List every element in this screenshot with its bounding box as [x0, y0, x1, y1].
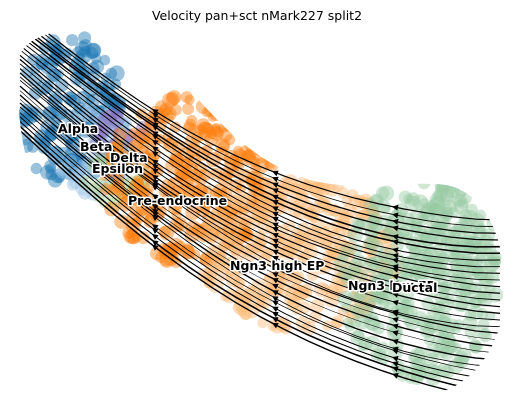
cell-point	[259, 140, 270, 151]
cell-point	[490, 256, 502, 268]
cell-point	[175, 165, 189, 179]
cell-point	[182, 103, 194, 115]
cell-point	[198, 122, 214, 138]
cell-point	[244, 132, 259, 147]
cell-point	[320, 178, 331, 189]
cell-point	[109, 65, 125, 81]
cell-point	[204, 105, 216, 117]
cell-point	[28, 73, 42, 87]
chart-title: Velocity pan+sct nMark227 split2	[152, 8, 362, 23]
cell-point	[167, 90, 182, 105]
cell-point	[170, 104, 182, 116]
cell-point	[220, 100, 236, 116]
cell-point	[250, 133, 263, 146]
cell-point	[471, 183, 487, 199]
cell-point	[220, 100, 231, 111]
cell-point	[79, 176, 93, 190]
cell-point	[242, 149, 256, 163]
cell-point	[230, 122, 243, 135]
cell-point	[239, 114, 249, 124]
streamline-arrowhead	[152, 228, 159, 234]
cell-point	[454, 356, 465, 367]
cell-point	[476, 252, 486, 262]
cell-point	[263, 156, 276, 169]
cell-point	[370, 194, 384, 208]
cell-point	[451, 184, 467, 200]
cell-point	[113, 127, 127, 141]
cell-point	[259, 146, 272, 159]
cluster-label: Alpha	[58, 121, 98, 136]
cluster-label: Ngn3 high EP	[230, 258, 324, 273]
cell-point	[213, 106, 224, 117]
cell-point	[442, 200, 457, 215]
cell-point	[212, 100, 225, 113]
cell-point	[463, 178, 474, 189]
cell-point	[477, 189, 491, 203]
cell-point	[56, 165, 70, 179]
cell-point	[418, 177, 431, 190]
cell-point	[216, 98, 227, 109]
cell-points	[12, 31, 503, 385]
cell-point	[79, 39, 92, 52]
cell-point	[66, 34, 78, 46]
cell-point	[224, 134, 235, 145]
cluster-label: Ductal	[392, 280, 437, 295]
cluster-label: Beta	[80, 139, 112, 154]
cell-point	[45, 164, 56, 175]
streamline-arrowhead	[152, 234, 159, 240]
cell-point	[181, 91, 193, 103]
cell-point	[43, 107, 56, 120]
cluster-label: Epsilon	[92, 161, 143, 176]
cell-point	[230, 103, 241, 114]
cell-point	[48, 147, 64, 163]
cell-point	[222, 103, 236, 117]
cluster-label: Pre-endocrine	[128, 193, 227, 208]
cell-point	[218, 123, 228, 133]
cell-point	[435, 183, 449, 197]
cell-point	[458, 198, 469, 209]
cell-point	[463, 180, 473, 190]
cell-point	[487, 216, 502, 231]
cell-point	[420, 203, 435, 218]
cell-point	[242, 115, 252, 125]
